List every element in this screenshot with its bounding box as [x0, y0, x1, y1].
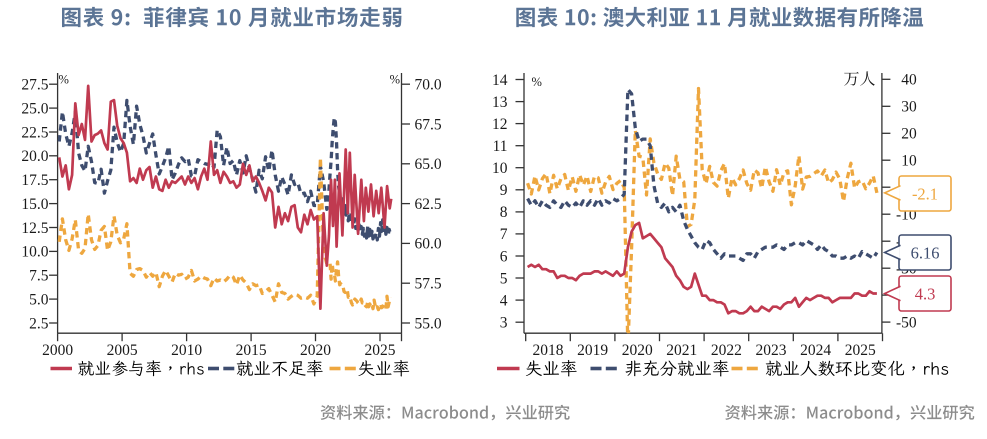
svg-text:2018: 2018 [533, 342, 564, 359]
svg-text:2010: 2010 [171, 342, 202, 359]
svg-text:40: 40 [901, 72, 917, 89]
svg-text:11: 11 [493, 138, 508, 155]
svg-text:4: 4 [500, 292, 508, 309]
svg-text:12: 12 [492, 116, 508, 133]
svg-text:5.0: 5.0 [29, 291, 49, 308]
svg-text:2021: 2021 [666, 342, 697, 359]
svg-text:22.5: 22.5 [21, 124, 48, 141]
svg-text:55.0: 55.0 [415, 315, 442, 332]
svg-text:60.0: 60.0 [415, 236, 442, 253]
svg-text:65.0: 65.0 [415, 156, 442, 173]
svg-text:20.0: 20.0 [21, 148, 48, 165]
svg-text:2025: 2025 [365, 342, 396, 359]
svg-text:2020: 2020 [300, 342, 331, 359]
svg-text:6: 6 [500, 248, 508, 265]
svg-text:10: 10 [901, 153, 917, 170]
svg-text:17.5: 17.5 [21, 172, 48, 189]
svg-text:13: 13 [492, 94, 508, 111]
svg-text:%: % [59, 73, 69, 87]
svg-text:67.5: 67.5 [415, 116, 442, 133]
svg-text:7.5: 7.5 [29, 268, 49, 285]
svg-text:12.5: 12.5 [21, 220, 48, 237]
svg-text:2015: 2015 [236, 342, 267, 359]
svg-text:5: 5 [500, 270, 508, 287]
svg-text:-2.1: -2.1 [912, 184, 938, 203]
svg-text:57.5: 57.5 [415, 276, 442, 293]
svg-text:62.5: 62.5 [415, 196, 442, 213]
svg-text:%: % [390, 73, 400, 87]
svg-text:2000: 2000 [42, 342, 73, 359]
svg-text:2020: 2020 [622, 342, 653, 359]
svg-text:27.5: 27.5 [21, 77, 48, 94]
svg-text:15.0: 15.0 [21, 196, 48, 213]
svg-text:25.0: 25.0 [21, 100, 48, 117]
svg-text:-50: -50 [896, 314, 917, 331]
svg-text:7: 7 [500, 226, 508, 243]
svg-text:10.0: 10.0 [21, 244, 48, 261]
svg-text:70.0: 70.0 [415, 77, 442, 94]
svg-text:2005: 2005 [107, 342, 138, 359]
svg-text:10: 10 [492, 160, 508, 177]
svg-text:20: 20 [901, 126, 917, 143]
svg-text:9: 9 [500, 182, 508, 199]
svg-text:8: 8 [500, 204, 508, 221]
svg-text:2024: 2024 [800, 342, 831, 359]
svg-text:3: 3 [500, 315, 508, 332]
svg-text:2019: 2019 [577, 342, 608, 359]
svg-text:30: 30 [901, 99, 917, 116]
svg-text:2022: 2022 [711, 342, 742, 359]
svg-text:2.5: 2.5 [29, 315, 49, 332]
svg-text:6.16: 6.16 [911, 243, 940, 262]
svg-text:%: % [532, 75, 542, 89]
svg-text:4.3: 4.3 [915, 284, 936, 303]
svg-text:2025: 2025 [845, 342, 876, 359]
svg-text:14: 14 [492, 72, 508, 89]
svg-text:2023: 2023 [756, 342, 787, 359]
